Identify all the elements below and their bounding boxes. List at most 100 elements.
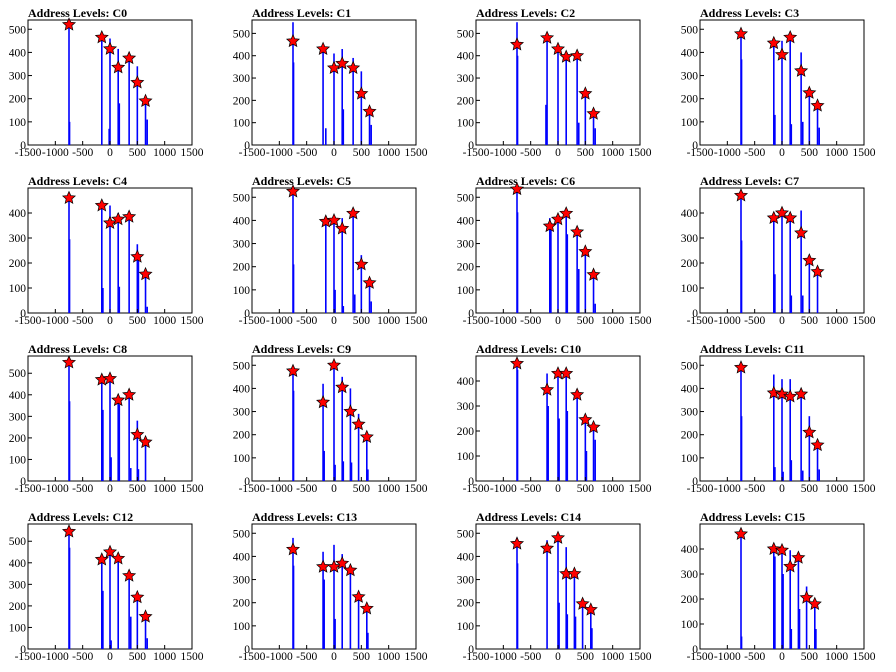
x-tick-label: -500 [72,147,93,159]
x-tick-label: 500 [129,651,147,663]
peak-star-marker [802,425,817,439]
peak-star-marker [94,29,109,44]
y-tick-label: 300 [9,71,27,83]
y-tick-label: 100 [457,451,475,463]
peak-star-marker [575,596,590,610]
peak-star-marker [326,559,342,573]
peak-star-marker [559,366,574,380]
x-tick-label: 1500 [405,315,428,327]
peak-star-marker [567,566,582,580]
x-tick-label: 1500 [405,147,428,159]
peak-star-marker [783,210,798,224]
x-tick-label: 0 [107,315,113,327]
x-tick-label: 0 [331,483,337,495]
x-tick-label: 1000 [377,315,400,327]
peak-star-marker [733,188,749,202]
x-tick-label: 1000 [601,315,624,327]
y-tick-label: 200 [233,95,251,107]
x-tick-label: 0 [331,651,337,663]
x-tick-label: 500 [801,147,819,159]
peak-star-marker [285,542,301,556]
y-tick-label: 200 [233,430,251,442]
y-tick-label: 400 [457,551,475,563]
y-tick-label: 200 [681,94,699,106]
peak-star-marker [285,184,301,198]
peak-star-marker [733,26,749,40]
peak-star-marker [102,215,118,229]
x-tick-label: -500 [296,651,317,663]
y-tick-label: 200 [9,601,27,613]
x-tick-label: -1000 [266,315,293,327]
chart-panel-13: Address Levels: C13 -1500 -1000 -500 0 500 100… [233,510,428,663]
x-tick-label: -1500 [15,483,42,495]
peak-star-marker [335,379,350,394]
peak-star-marker [122,50,137,65]
chart-title: Address Levels: C3 [700,6,799,20]
y-tick-label: 300 [457,401,475,413]
x-tick-label: -1500 [687,483,714,495]
x-tick-label: 0 [555,315,561,327]
x-tick-label: -1500 [687,315,714,327]
peak-star-marker [343,404,358,418]
y-tick-label: 400 [457,51,475,63]
x-tick-label: 500 [577,147,595,159]
x-tick-label: 0 [331,147,337,159]
x-tick-label: -1000 [490,147,517,159]
peak-star-marker [578,86,593,100]
x-tick-label: -500 [72,483,93,495]
x-tick-label: 500 [801,651,819,663]
y-tick-label: 0 [692,140,698,152]
x-tick-label: 500 [353,147,371,159]
peak-star-marker [509,356,525,370]
chart-title: Address Levels: C4 [28,174,127,188]
peak-star-marker [774,386,790,401]
x-tick-label: 0 [779,315,785,327]
y-tick-label: 100 [681,619,699,631]
peak-star-marker [774,542,790,557]
peak-star-marker [285,33,301,48]
peak-star-marker [354,86,369,100]
y-tick-label: 300 [233,239,251,251]
x-tick-label: -1000 [490,315,517,327]
peak-star-marker [285,363,301,378]
x-tick-label: -1500 [239,147,266,159]
x-tick-label: 0 [779,483,785,495]
chart-title: Address Levels: C12 [28,510,133,524]
y-tick-label: 400 [457,215,475,227]
y-tick-label: 300 [681,71,699,83]
peak-star-marker [802,253,817,267]
x-tick-label: -1000 [42,651,69,663]
y-tick-label: 500 [457,192,475,204]
peak-star-marker [509,181,525,196]
y-tick-label: 0 [692,644,698,656]
y-tick-label: 100 [9,454,27,466]
chart-panel-1: Address Levels: C1-1500 -1000 -500 0 500 1000… [233,6,428,159]
x-tick-label: -1000 [714,483,741,495]
peak-star-marker [111,211,126,226]
x-tick-label: -1500 [239,483,266,495]
x-tick-label: -500 [296,315,317,327]
chart-panel-3: Address Levels: C3-1500 -1000 -500 0 500 1000… [681,6,876,159]
y-tick-label: 0 [692,476,698,488]
y-tick-label: 0 [20,476,26,488]
peak-star-marker [362,275,377,289]
chart-panel-15: Address Levels: C15 -1500 -1000 -500 0 500 100… [681,510,876,663]
x-tick-label: 1000 [601,483,624,495]
y-tick-label: 0 [468,308,474,320]
x-tick-label: 0 [555,651,561,663]
peak-star-marker [766,35,781,50]
y-tick-label: 100 [233,285,251,297]
y-tick-label: 400 [233,51,251,63]
y-tick-label: 500 [9,536,27,548]
x-tick-label: 0 [779,147,785,159]
x-tick-label: 0 [779,651,785,663]
peak-star-marker [102,41,118,55]
chart-title: Address Levels: C0 [28,6,127,20]
peak-star-marker [540,30,555,44]
chart-panel-2: Address Levels: C2-1500 -1000 -500 0 500 1000… [457,6,652,159]
y-tick-label: 0 [468,140,474,152]
peak-star-marker [559,49,574,63]
x-tick-label: -1500 [463,651,490,663]
y-tick-label: 400 [9,390,27,402]
